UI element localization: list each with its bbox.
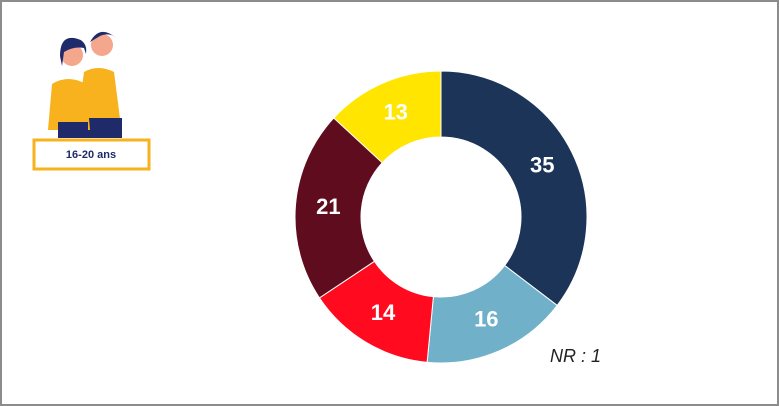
chart: 16-20 ans NR : 1 35 16 14 21 13 <box>0 0 779 406</box>
value-label: 35 <box>530 153 554 178</box>
badge-label: 16-20 ans <box>66 149 116 161</box>
value-label: 13 <box>383 99 407 124</box>
value-label: 16 <box>474 306 498 331</box>
value-label: 21 <box>316 194 340 219</box>
page: {"chart_data": {"type": "donut", "badge"… <box>0 0 779 406</box>
annotation: NR : 1 <box>550 346 601 366</box>
value-label: 14 <box>371 300 396 325</box>
